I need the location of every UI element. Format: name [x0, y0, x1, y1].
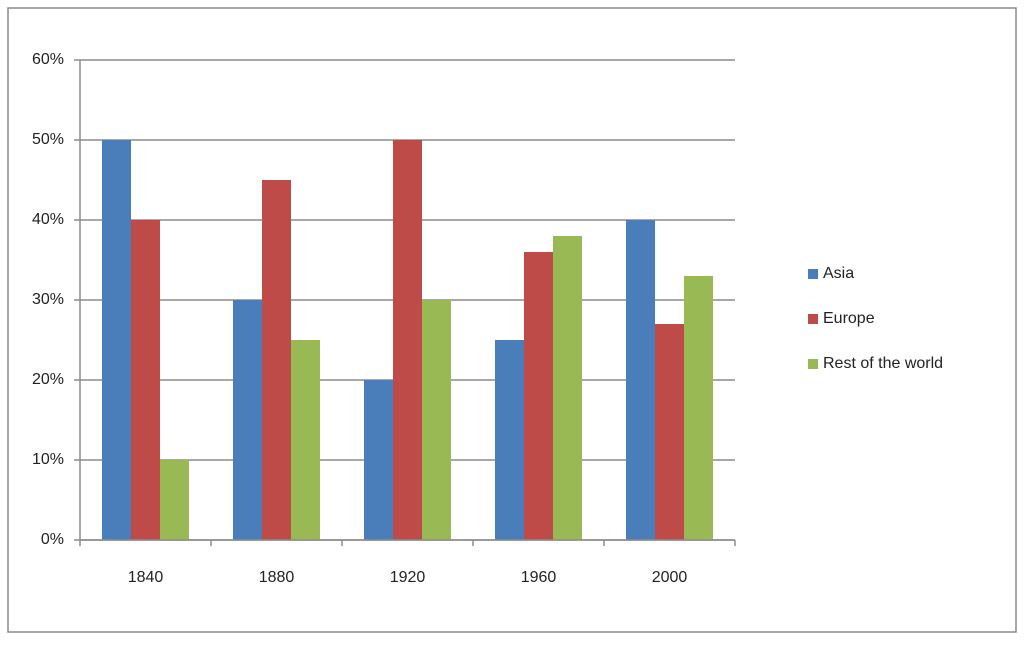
bar	[524, 252, 553, 540]
legend-label: Rest of the world	[823, 355, 943, 372]
y-tick-label: 10%	[32, 451, 64, 468]
bar	[626, 220, 655, 540]
bar	[233, 300, 262, 540]
bar	[684, 276, 713, 540]
y-tick-label: 30%	[32, 291, 64, 308]
bar	[422, 300, 451, 540]
legend-label: Europe	[823, 310, 875, 327]
x-tick-label: 1920	[390, 569, 426, 586]
y-tick-label: 40%	[32, 211, 64, 228]
bar	[291, 340, 320, 540]
bar	[495, 340, 524, 540]
x-tick-label: 1880	[259, 569, 295, 586]
bar	[160, 460, 189, 540]
legend-swatch	[808, 359, 818, 369]
legend-swatch	[808, 314, 818, 324]
y-tick-label: 20%	[32, 371, 64, 388]
bar	[102, 140, 131, 540]
y-tick-label: 60%	[32, 51, 64, 68]
bar	[655, 324, 684, 540]
bar	[364, 380, 393, 540]
bar	[262, 180, 291, 540]
bar	[553, 236, 582, 540]
legend-label: Asia	[823, 265, 854, 282]
y-tick-label: 0%	[41, 531, 64, 548]
bar	[131, 220, 160, 540]
y-tick-label: 50%	[32, 131, 64, 148]
bar	[393, 140, 422, 540]
x-tick-label: 1840	[128, 569, 164, 586]
x-tick-label: 2000	[652, 569, 688, 586]
legend-swatch	[808, 269, 818, 279]
x-tick-label: 1960	[521, 569, 557, 586]
